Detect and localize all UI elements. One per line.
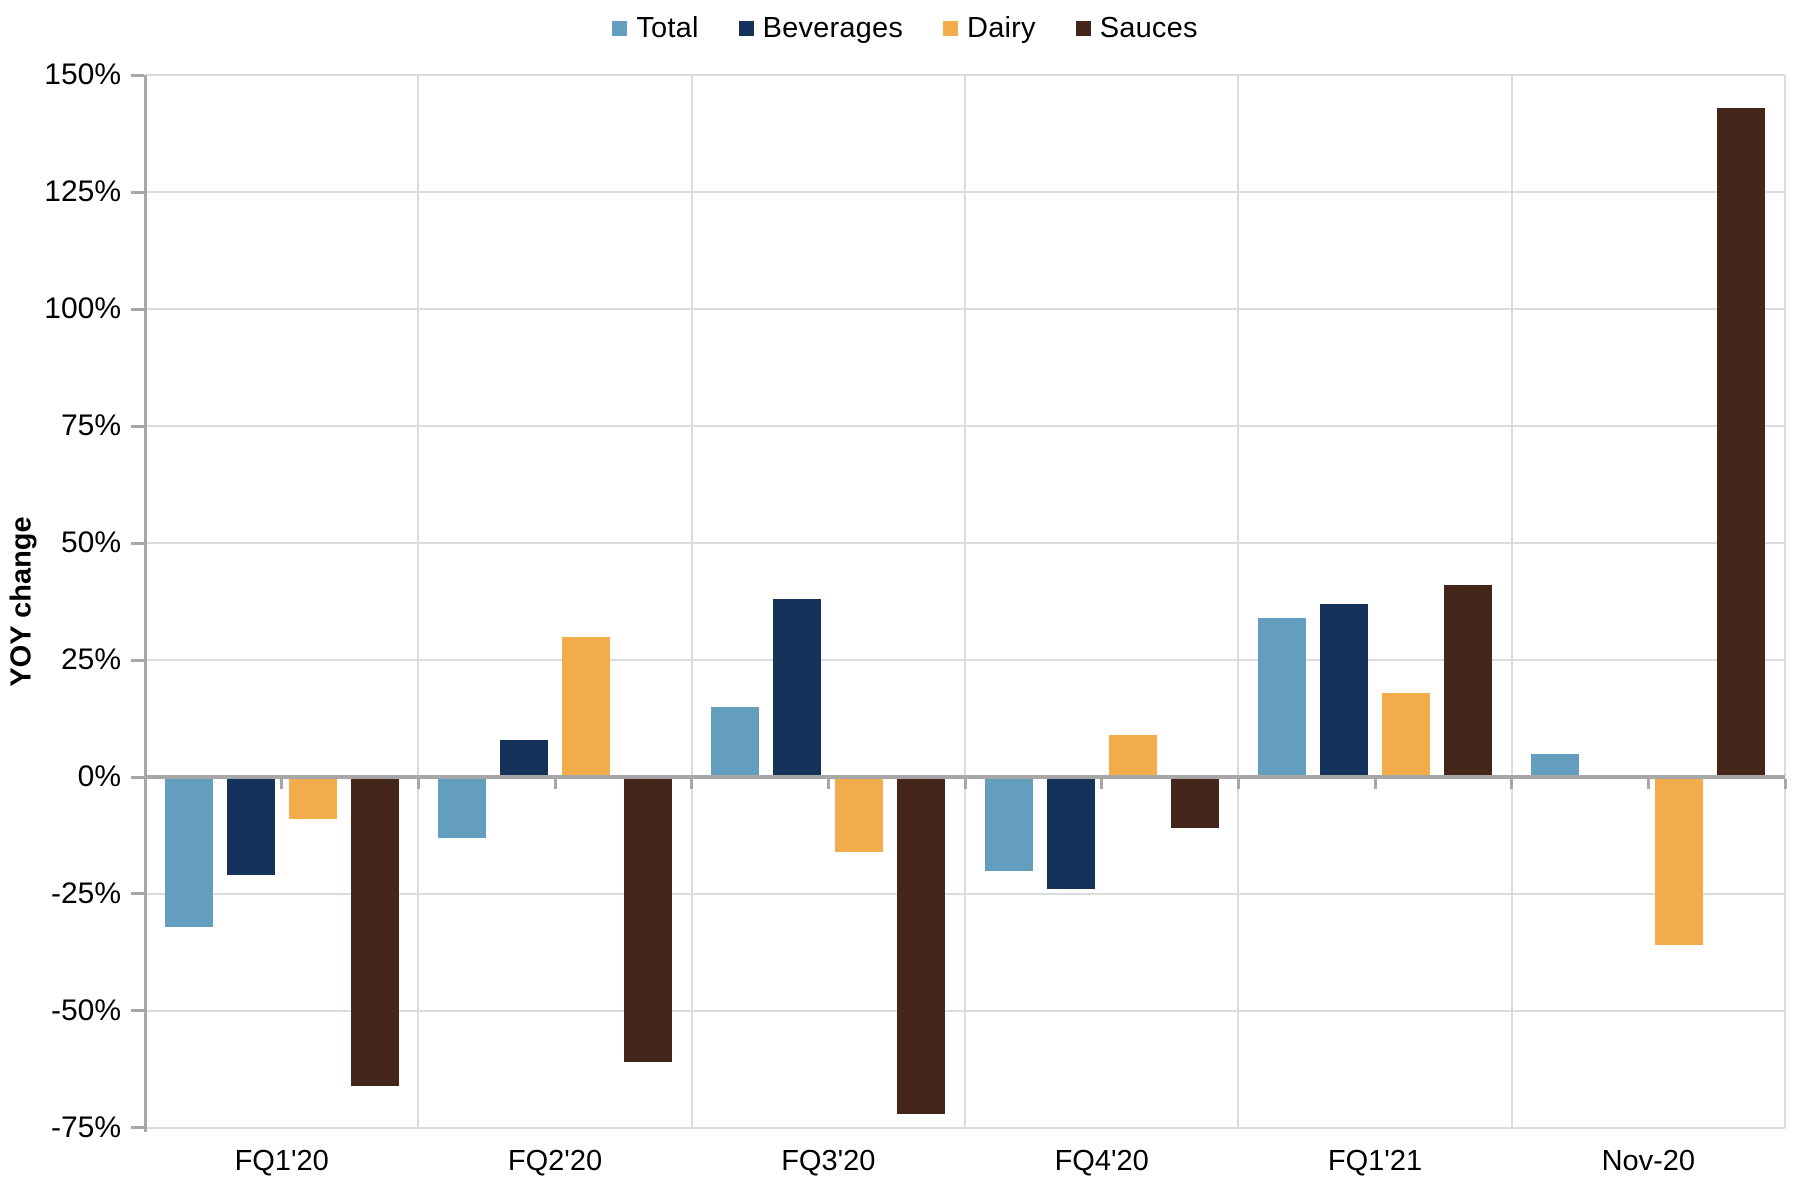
- bar-sauces-FQ2'20: [623, 777, 672, 1063]
- y-tick-label: 25%: [60, 643, 121, 677]
- x-category-label: FQ1'20: [234, 1144, 329, 1177]
- y-tick-label: 75%: [60, 409, 121, 443]
- legend-label-dairy: Dairy: [967, 12, 1036, 44]
- x-category-label: FQ3'20: [781, 1144, 876, 1177]
- bar-sauces-FQ3'20: [897, 777, 946, 1114]
- legend: Total Beverages Dairy Sauces: [0, 12, 1810, 45]
- x-category-label: Nov-20: [1601, 1144, 1696, 1177]
- y-axis-tick: [131, 541, 144, 545]
- y-tick-label: 150%: [44, 58, 121, 92]
- x-axis-zero-line: [145, 775, 1785, 779]
- y-tick-label: 100%: [44, 292, 121, 326]
- y-axis-tick: [131, 1126, 144, 1130]
- gridline-vertical: [417, 75, 420, 1128]
- legend-swatch-sauces: [1075, 21, 1091, 36]
- bar-total-FQ2'20: [437, 777, 486, 838]
- bar-sauces-FQ4'20: [1170, 777, 1219, 829]
- y-axis-tick: [131, 775, 144, 779]
- y-tick-label: 0%: [77, 760, 121, 793]
- bar-dairy-FQ2'20: [561, 636, 610, 777]
- x-axis-tick: [1646, 779, 1650, 789]
- bar-sauces-FQ1'20: [350, 777, 399, 1086]
- y-axis-title: YOY change: [5, 515, 38, 687]
- bar-beverages-FQ3'20: [773, 599, 822, 777]
- x-axis-tick: [1236, 779, 1240, 789]
- y-tick-label: -50%: [50, 993, 121, 1027]
- x-axis-tick: [1510, 779, 1514, 789]
- y-tick-label: 50%: [60, 526, 121, 560]
- x-axis-tick: [1783, 779, 1787, 789]
- y-axis-tick: [131, 73, 144, 77]
- legend-swatch-beverages: [738, 21, 754, 36]
- y-axis-tick: [131, 892, 144, 896]
- gridline-vertical: [1510, 75, 1513, 1128]
- bar-dairy-Nov-20: [1655, 777, 1704, 946]
- bar-beverages-FQ2'20: [499, 739, 548, 777]
- bar-total-FQ1'21: [1257, 617, 1306, 777]
- x-axis-tick: [280, 779, 284, 789]
- x-axis-tick: [1373, 779, 1377, 789]
- bar-total-FQ1'20: [164, 777, 213, 927]
- y-axis-tick: [131, 1009, 144, 1013]
- gridline-vertical: [964, 75, 966, 1128]
- y-axis-tick: [131, 658, 144, 662]
- bar-sauces-FQ1'21: [1443, 585, 1492, 777]
- gridline-vertical: [690, 75, 693, 1128]
- x-axis-tick: [1100, 779, 1104, 789]
- x-axis-tick: [553, 779, 557, 789]
- gridline-horizontal: [145, 1126, 1785, 1129]
- x-axis-tick: [963, 779, 967, 789]
- legend-item-sauces: Sauces: [1075, 12, 1198, 45]
- bar-total-FQ4'20: [984, 777, 1033, 871]
- x-axis-tick: [826, 779, 830, 789]
- bar-dairy-FQ4'20: [1108, 734, 1157, 777]
- y-tick-label: 125%: [44, 175, 121, 209]
- bar-dairy-FQ1'20: [288, 777, 337, 820]
- bar-sauces-Nov-20: [1717, 108, 1766, 777]
- legend-label-total: Total: [636, 12, 699, 44]
- x-category-label: FQ2'20: [507, 1144, 603, 1177]
- y-axis-tick: [131, 307, 144, 311]
- x-axis-tick: [416, 779, 420, 789]
- legend-swatch-dairy: [943, 21, 959, 36]
- legend-item-beverages: Beverages: [738, 12, 904, 45]
- legend-item-dairy: Dairy: [943, 12, 1036, 45]
- y-axis-line: [143, 75, 147, 1132]
- bar-beverages-FQ4'20: [1046, 777, 1095, 890]
- y-axis-tick: [131, 190, 144, 194]
- y-tick-label: -25%: [50, 876, 121, 910]
- y-axis-tick: [131, 424, 144, 428]
- x-axis-tick: [690, 779, 694, 789]
- bar-beverages-FQ1'21: [1319, 603, 1368, 777]
- bar-total-FQ3'20: [711, 706, 760, 777]
- x-category-label: FQ4'20: [1054, 1144, 1149, 1177]
- x-category-label: FQ1'21: [1327, 1144, 1423, 1177]
- bar-beverages-FQ1'20: [226, 777, 275, 876]
- y-tick-label: -75%: [50, 1110, 121, 1144]
- legend-swatch-total: [612, 21, 628, 36]
- bar-dairy-FQ1'21: [1381, 692, 1430, 777]
- legend-label-sauces: Sauces: [1099, 12, 1198, 44]
- gridline-vertical: [1784, 75, 1786, 1128]
- gridline-vertical: [1237, 75, 1240, 1128]
- bar-dairy-FQ3'20: [835, 777, 884, 852]
- legend-item-total: Total: [612, 12, 698, 45]
- bar-total-Nov-20: [1531, 753, 1580, 777]
- legend-label-beverages: Beverages: [762, 12, 904, 44]
